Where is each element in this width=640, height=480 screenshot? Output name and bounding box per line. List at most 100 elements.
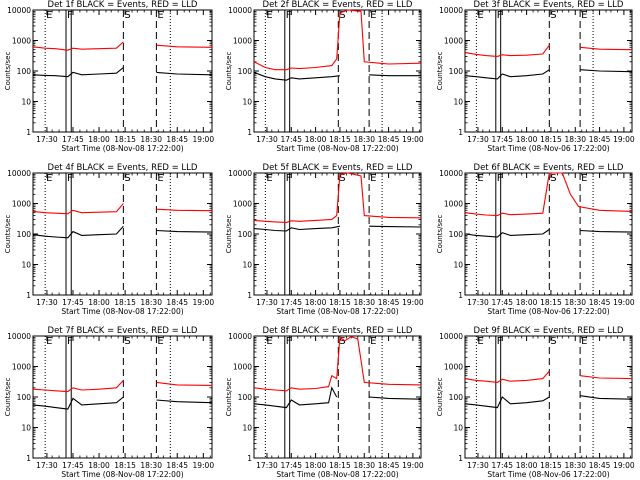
x-tick-label: 17:30 — [467, 461, 489, 470]
x-tick-label: 17:45 — [491, 461, 513, 470]
x-tick-label: 17:45 — [280, 135, 302, 144]
x-tick-label: 17:30 — [467, 135, 489, 144]
event-marker-label: E — [46, 336, 52, 347]
event-marker-label: S — [550, 336, 556, 347]
event-marker-label: E — [581, 173, 587, 184]
event-marker-label: E — [370, 173, 376, 184]
x-tick-label: 18:30 — [353, 298, 375, 307]
x-tick-label: 18:00 — [88, 298, 110, 307]
series-line — [32, 41, 124, 51]
x-tick-label: 19:00 — [192, 461, 214, 470]
x-tick-label: 18:00 — [88, 135, 110, 144]
series-line — [464, 44, 550, 57]
event-marker-label: E — [157, 336, 163, 347]
y-tick-label: 10000 — [7, 332, 31, 341]
y-tick-label: 1000 — [233, 200, 252, 209]
y-tick-label: 10 — [21, 424, 31, 433]
panel-title: Det 8f BLACK = Events, RED = LLD — [263, 326, 413, 336]
series-line — [156, 44, 213, 48]
x-tick-label: 19:00 — [613, 298, 635, 307]
x-tick-label: 18:30 — [140, 461, 162, 470]
x-tick-label: 17:30 — [256, 461, 278, 470]
event-marker-label: E — [266, 173, 272, 184]
series-line — [464, 69, 550, 80]
x-tick-label: 17:45 — [62, 298, 84, 307]
x-tick-label: 18:30 — [353, 135, 375, 144]
x-tick-label: 17:45 — [280, 298, 302, 307]
x-tick-label: 17:30 — [36, 461, 58, 470]
y-tick-label: 100 — [17, 393, 32, 402]
event-marker-label: E — [581, 10, 587, 21]
series-line — [464, 229, 550, 238]
event-marker-label: S — [124, 173, 130, 184]
y-tick-label: 1000 — [12, 37, 31, 46]
x-tick-label: 18:15 — [540, 461, 562, 470]
series-line — [32, 225, 124, 239]
y-tick-label: 1 — [458, 291, 463, 300]
x-tick-label: 18:30 — [140, 135, 162, 144]
event-marker-label: E — [477, 173, 483, 184]
y-tick-label: 10000 — [228, 332, 252, 341]
event-marker-label: F — [497, 173, 503, 184]
y-tick-label: 10000 — [7, 6, 31, 15]
y-axis-label: Counts/sec — [4, 215, 12, 254]
plot-frame — [464, 172, 633, 296]
plot-frame — [253, 335, 422, 459]
plot-frame — [32, 9, 213, 133]
detector-panel: Det 6f BLACK = Events, RED = LLD 1 10 100 10… — [436, 163, 635, 316]
event-marker-label: E — [477, 336, 483, 347]
x-tick-label: 17:30 — [256, 298, 278, 307]
x-tick-label: 18:45 — [589, 461, 611, 470]
panel-title: Det 3f BLACK = Events, RED = LLD — [474, 0, 624, 10]
y-tick-label: 10 — [242, 424, 252, 433]
detector-panel: Det 2f BLACK = Events, RED = LLD 1 10 100 10… — [225, 0, 424, 153]
panel-title: Det 9f BLACK = Events, RED = LLD — [474, 326, 624, 336]
event-marker-label: E — [157, 173, 163, 184]
x-tick-label: 18:15 — [540, 135, 562, 144]
series-line — [369, 225, 422, 228]
y-axis-label: Counts/sec — [225, 215, 233, 254]
y-tick-label: 10000 — [228, 6, 252, 15]
series-line — [253, 172, 422, 223]
series-line — [156, 399, 213, 404]
y-tick-label: 1 — [26, 454, 31, 463]
plot-frame — [253, 172, 422, 296]
event-marker-label: E — [266, 336, 272, 347]
y-tick-label: 1000 — [444, 37, 463, 46]
x-axis-label: Start Time (08-Nov-08 17:22:00) — [276, 307, 398, 316]
event-marker-label: E — [477, 10, 483, 21]
x-tick-label: 18:45 — [166, 461, 188, 470]
event-marker-label: F — [286, 336, 292, 347]
y-tick-label: 10 — [21, 261, 31, 270]
series-line — [464, 370, 550, 383]
x-axis-label: Start Time (08-Nov-06 17:22:00) — [487, 307, 609, 316]
series-line — [580, 375, 633, 380]
detector-panel: Det 8f BLACK = Events, RED = LLD 1 10 100 10… — [225, 326, 424, 479]
y-tick-label: 100 — [449, 393, 464, 402]
x-tick-label: 18:45 — [166, 135, 188, 144]
x-tick-label: 18:15 — [114, 298, 136, 307]
event-marker-label: S — [124, 336, 130, 347]
event-marker-label: S — [550, 10, 556, 21]
x-tick-label: 17:30 — [467, 298, 489, 307]
x-tick-label: 19:00 — [613, 461, 635, 470]
series-line — [253, 71, 340, 81]
y-tick-label: 10 — [21, 98, 31, 107]
event-marker-label: S — [550, 173, 556, 184]
x-axis-label: Start Time (08-Nov-08 17:22:00) — [61, 307, 183, 316]
series-line — [369, 396, 422, 400]
detector-panel: Det 5f BLACK = Events, RED = LLD 1 10 100 10… — [225, 163, 424, 316]
x-tick-label: 18:45 — [589, 135, 611, 144]
x-tick-label: 18:15 — [114, 135, 136, 144]
event-marker-label: E — [581, 336, 587, 347]
x-axis-label: Start Time (08-Nov-08 17:22:00) — [276, 470, 398, 479]
y-tick-label: 1000 — [233, 363, 252, 372]
event-marker-label: S — [339, 10, 345, 21]
x-tick-label: 18:15 — [329, 461, 351, 470]
series-line — [580, 46, 633, 51]
y-tick-label: 10 — [242, 98, 252, 107]
y-tick-label: 1000 — [444, 200, 463, 209]
y-tick-label: 10 — [453, 424, 463, 433]
event-marker-label: S — [124, 10, 130, 21]
